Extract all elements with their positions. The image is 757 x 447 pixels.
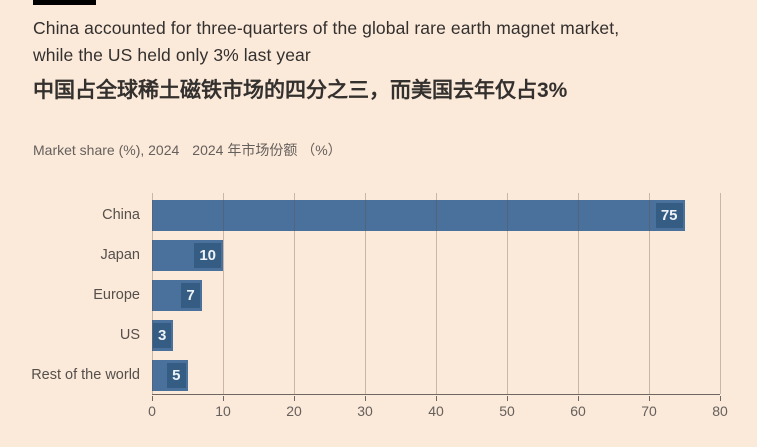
gridline-10	[222, 193, 224, 394]
gridline-20	[293, 193, 295, 394]
bar-rest-of-the-world: 5	[152, 360, 188, 391]
gridline-80	[719, 193, 721, 394]
x-axis-tick	[293, 396, 295, 401]
category-label: Japan	[100, 247, 140, 263]
x-axis-tick-label: 60	[570, 403, 586, 419]
bar-china: 75	[152, 200, 685, 231]
value-label: 5	[167, 363, 186, 388]
x-axis-tick	[648, 396, 650, 401]
x-axis-tick	[435, 396, 437, 401]
bar-row: Europe 7	[0, 280, 757, 311]
gridline-50	[506, 193, 508, 394]
x-axis-tick	[222, 396, 224, 401]
bar-japan: 10	[152, 240, 223, 271]
bar-row: US 3	[0, 320, 757, 351]
x-axis-tick-label: 0	[148, 403, 156, 419]
category-label: Rest of the world	[31, 367, 140, 383]
x-axis-tick	[506, 396, 508, 401]
x-axis-tick	[151, 396, 153, 401]
value-label: 10	[194, 243, 221, 268]
x-axis-tick-label: 70	[641, 403, 657, 419]
chart-subtitle-chinese: 2024 年市场份额 （%）	[192, 142, 342, 158]
value-label: 7	[181, 283, 200, 308]
gridline-30	[364, 193, 366, 394]
x-axis-tick-label: 20	[286, 403, 302, 419]
bar-row: China 75	[0, 200, 757, 231]
chart-subtitle-english: Market share (%), 2024	[33, 142, 180, 158]
bar-chart: China 75 Japan 10 Europe 7 US 3 Rest of the worl…	[0, 193, 757, 433]
gridline-0	[151, 193, 153, 394]
x-axis-tick	[719, 396, 721, 401]
gridline-40	[435, 193, 437, 394]
x-axis-tick-label: 30	[357, 403, 373, 419]
bar-row: Japan 10	[0, 240, 757, 271]
x-axis-tick-label: 80	[712, 403, 728, 419]
value-label: 3	[152, 323, 172, 348]
category-label: US	[119, 327, 140, 343]
category-label: Europe	[93, 287, 140, 303]
bar-europe: 7	[152, 280, 202, 311]
gridline-60	[577, 193, 579, 394]
chart-title-line-2: while the US held only 3% last year	[33, 45, 311, 65]
chart-title-line-1: China accounted for three-quarters of th…	[33, 18, 620, 38]
chart-subtitle: Market share (%), 2024 2024 年市场份额 （%）	[33, 140, 342, 160]
x-axis-tick	[577, 396, 579, 401]
plot-area	[151, 193, 721, 395]
bar-us: 3	[152, 320, 174, 351]
bar-row: Rest of the world 5	[0, 360, 757, 391]
x-axis-tick-label: 50	[499, 403, 515, 419]
value-label: 75	[655, 203, 683, 228]
accent-bar	[33, 0, 96, 5]
gridline-70	[648, 193, 650, 394]
x-axis-tick-label: 10	[215, 403, 231, 419]
category-label: China	[102, 207, 140, 223]
chart-title-chinese: 中国占全球稀土磁铁市场的四分之三，而美国去年仅占3%	[33, 79, 568, 102]
x-axis-tick-label: 40	[428, 403, 444, 419]
x-axis-tick	[364, 396, 366, 401]
